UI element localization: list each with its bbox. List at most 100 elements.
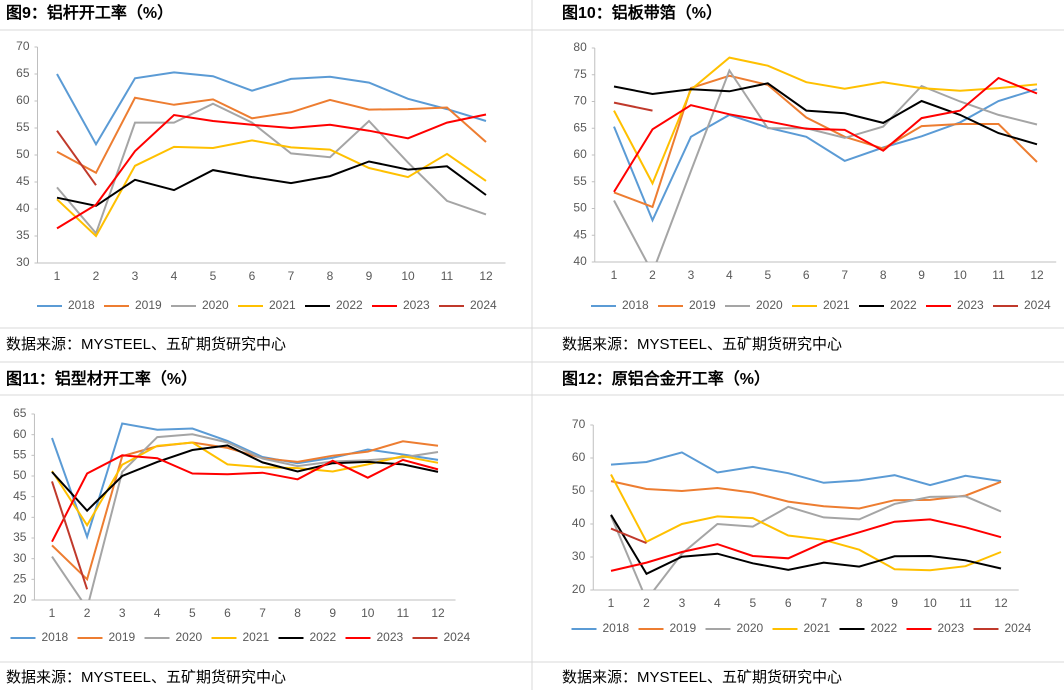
y-tick-label: 35 <box>13 530 27 544</box>
legend-label: 2023 <box>957 298 984 312</box>
x-tick-label: 1 <box>54 269 61 283</box>
y-tick-label: 55 <box>13 448 27 462</box>
series-line <box>56 139 487 238</box>
series-line <box>51 454 439 543</box>
legend-label: 2021 <box>823 298 850 312</box>
series-line <box>56 71 487 147</box>
legend-label: 2019 <box>135 298 162 312</box>
legend-label: 2024 <box>470 298 497 312</box>
x-tick-label: 8 <box>294 606 301 620</box>
x-tick-label: 9 <box>329 606 336 620</box>
y-tick-label: 60 <box>13 427 27 441</box>
series-line <box>610 518 1002 572</box>
y-tick-label: 80 <box>573 40 587 54</box>
x-tick-label: 10 <box>923 596 937 610</box>
x-tick-label: 2 <box>84 606 91 620</box>
x-tick-label: 4 <box>154 606 161 620</box>
legend-label: 2021 <box>804 621 831 635</box>
legend-label: 2022 <box>890 298 917 312</box>
y-tick-label: 30 <box>13 551 27 565</box>
y-tick-label: 70 <box>572 417 586 431</box>
legend-label: 2024 <box>1005 621 1032 635</box>
y-tick-label: 40 <box>13 510 27 524</box>
x-tick-label: 12 <box>479 269 493 283</box>
legend-label: 2021 <box>243 630 270 644</box>
x-tick-label: 8 <box>880 268 887 282</box>
y-tick-label: 55 <box>573 174 587 188</box>
legend-label: 2018 <box>622 298 649 312</box>
x-tick-label: 11 <box>992 268 1005 282</box>
x-tick-label: 11 <box>959 596 972 610</box>
series-line <box>51 481 89 590</box>
legend-label: 2022 <box>310 630 337 644</box>
x-tick-label: 2 <box>643 596 650 610</box>
y-tick-label: 65 <box>16 66 30 80</box>
y-tick-label: 55 <box>16 120 30 134</box>
y-tick-label: 45 <box>16 174 30 188</box>
series-line <box>610 495 1002 590</box>
series-line <box>51 444 439 513</box>
x-tick-label: 11 <box>441 269 454 283</box>
legend-label: 2020 <box>176 630 203 644</box>
legend-label: 2020 <box>737 621 764 635</box>
legend-label: 2022 <box>336 298 363 312</box>
series-line <box>56 113 487 230</box>
x-tick-label: 10 <box>953 268 967 282</box>
y-tick-label: 25 <box>13 572 27 586</box>
source-note: 数据来源：MYSTEEL、五矿期货研究中心 <box>6 669 286 686</box>
x-tick-label: 3 <box>688 268 695 282</box>
series-line <box>56 96 487 175</box>
legend-label: 2019 <box>109 630 136 644</box>
x-tick-label: 3 <box>679 596 686 610</box>
legend-label: 2023 <box>377 630 404 644</box>
x-tick-label: 12 <box>1030 268 1044 282</box>
x-tick-label: 5 <box>189 606 196 620</box>
x-tick-label: 11 <box>397 606 410 620</box>
legend-label: 2019 <box>670 621 697 635</box>
source-note: 数据来源：MYSTEEL、五矿期货研究中心 <box>562 336 842 353</box>
x-tick-label: 12 <box>431 606 445 620</box>
legend-label: 2022 <box>871 621 898 635</box>
series-line <box>613 76 1038 193</box>
x-tick-label: 6 <box>803 268 810 282</box>
x-tick-label: 3 <box>132 269 139 283</box>
x-tick-label: 3 <box>119 606 126 620</box>
y-tick-label: 45 <box>13 489 27 503</box>
y-tick-label: 60 <box>573 147 587 161</box>
x-tick-label: 5 <box>749 596 756 610</box>
x-tick-label: 6 <box>224 606 231 620</box>
y-tick-label: 35 <box>16 228 30 242</box>
y-tick-label: 50 <box>13 468 27 482</box>
y-tick-label: 20 <box>13 592 27 606</box>
legend-label: 2023 <box>403 298 430 312</box>
y-tick-label: 70 <box>16 39 30 53</box>
series-line <box>610 474 1002 572</box>
x-tick-label: 8 <box>327 269 334 283</box>
y-tick-label: 40 <box>16 201 30 215</box>
y-tick-label: 70 <box>573 94 587 108</box>
y-tick-label: 60 <box>16 93 30 107</box>
series-line <box>613 68 1038 262</box>
x-tick-label: 5 <box>764 268 771 282</box>
series-line <box>610 451 1002 487</box>
source-note: 数据来源：MYSTEEL、五矿期货研究中心 <box>6 336 286 353</box>
x-tick-label: 10 <box>361 606 375 620</box>
legend-label: 2018 <box>603 621 630 635</box>
x-tick-label: 10 <box>401 269 415 283</box>
y-tick-label: 45 <box>573 227 587 241</box>
legend-label: 2023 <box>938 621 965 635</box>
series-line <box>56 130 97 186</box>
legend-label: 2021 <box>269 298 296 312</box>
x-tick-label: 8 <box>856 596 863 610</box>
series-line <box>610 527 647 545</box>
y-tick-label: 60 <box>572 450 586 464</box>
x-tick-label: 7 <box>820 596 827 610</box>
x-tick-label: 1 <box>608 596 615 610</box>
y-tick-label: 40 <box>573 254 587 268</box>
legend-label: 2020 <box>756 298 783 312</box>
series-line <box>613 88 1038 223</box>
x-tick-label: 12 <box>994 596 1008 610</box>
y-tick-label: 30 <box>572 549 586 563</box>
x-tick-label: 2 <box>93 269 100 283</box>
chart-title: 图11：铝型材开工率（%） <box>6 369 197 388</box>
